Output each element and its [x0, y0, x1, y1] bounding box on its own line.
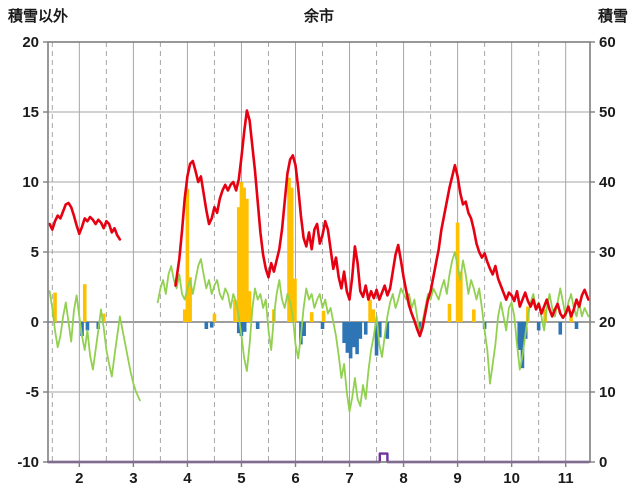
left-axis-title: 積雪以外 [7, 7, 68, 25]
right-axis-title: 積雪 [597, 7, 628, 25]
x-axis-value: 4 [183, 470, 192, 487]
orange-bar [212, 313, 217, 322]
orange-bar [287, 177, 291, 322]
left-axis-value: 5 [31, 244, 39, 261]
x-axis-value: 3 [129, 470, 137, 487]
blue-bar [377, 322, 382, 338]
orange-bar [188, 277, 192, 322]
x-axis-value: 2 [75, 470, 83, 487]
orange-bar [569, 313, 573, 322]
orange-bar [459, 271, 463, 322]
blue-bar [236, 322, 241, 334]
blue-bar [536, 322, 541, 331]
left-axis-value: 15 [22, 104, 39, 121]
orange-bar [101, 313, 106, 322]
blue-bar [574, 322, 579, 329]
blue-bar [85, 322, 90, 331]
blue-bar [239, 322, 244, 336]
x-axis-value: 10 [503, 470, 520, 487]
right-axis-value: 0 [599, 454, 607, 471]
orange-bar [371, 309, 376, 322]
blue-bar [348, 322, 353, 359]
x-axis-value: 5 [237, 470, 245, 487]
x-axis-value: 11 [558, 470, 574, 487]
red-line [174, 109, 590, 338]
left-axis-value: -10 [17, 454, 39, 471]
orange-bar [293, 278, 297, 322]
orange-bar [455, 222, 460, 322]
x-axis-value: 7 [345, 470, 353, 487]
orange-bar [236, 207, 241, 322]
x-axis-value: 6 [291, 470, 299, 487]
blue-bar [80, 322, 84, 336]
blue-bar [320, 322, 325, 329]
orange-bar [53, 292, 57, 322]
plot-area: -10 -5 0 5 10 15 20 0 10 20 30 40 50 60 2 3 4 5 6 7 8 9 10 11 [17, 34, 615, 487]
right-axis-value: 60 [599, 34, 616, 51]
blue-bar [352, 322, 356, 348]
green-line [48, 290, 141, 402]
orange-bar [447, 303, 452, 322]
purple-snow-line [46, 452, 591, 464]
blue-bar [302, 322, 306, 336]
orange-bar [247, 291, 252, 322]
blue-bar [204, 322, 209, 329]
orange-bar [239, 182, 244, 322]
x-axis-value: 9 [453, 470, 461, 487]
blue-bar [374, 322, 379, 356]
x-axis-value: 8 [399, 470, 407, 487]
right-axis-value: 10 [599, 384, 616, 401]
left-axis-value: 10 [22, 174, 39, 191]
right-axis-value: 20 [599, 314, 616, 331]
orange-bar [182, 309, 187, 322]
orange-bar [309, 312, 314, 322]
orange-bar [82, 284, 87, 322]
green-line [156, 251, 590, 413]
blue-bar [520, 322, 525, 369]
left-axis-value: 20 [22, 34, 39, 51]
blue-bar [342, 322, 346, 343]
blue-bar [363, 322, 368, 335]
blue-bar [355, 322, 359, 355]
orange-bar [289, 187, 294, 322]
blue-bar [517, 322, 522, 350]
right-axis-value: 30 [599, 244, 616, 261]
orange-bar [472, 309, 476, 322]
blue-bar [209, 322, 214, 328]
orange-bar [242, 187, 246, 322]
orange-bar [368, 299, 372, 322]
orange-bar [185, 189, 190, 322]
left-axis-value: -5 [26, 384, 39, 401]
right-axis-value: 50 [599, 104, 616, 121]
blue-bar [345, 322, 350, 353]
blue-bar [558, 322, 563, 335]
right-axis-value: 40 [599, 174, 616, 191]
blue-bar [385, 322, 390, 339]
blue-bar [417, 322, 422, 331]
blue-bar [358, 322, 363, 339]
orange-bar [321, 310, 326, 322]
blue-bar [242, 322, 247, 332]
red-line [48, 201, 122, 241]
blue-bar [255, 322, 260, 329]
orange-bar [233, 299, 237, 322]
orange-bar [245, 198, 249, 322]
left-axis-value: 0 [31, 314, 39, 331]
chart-title: 余市 [303, 7, 334, 25]
